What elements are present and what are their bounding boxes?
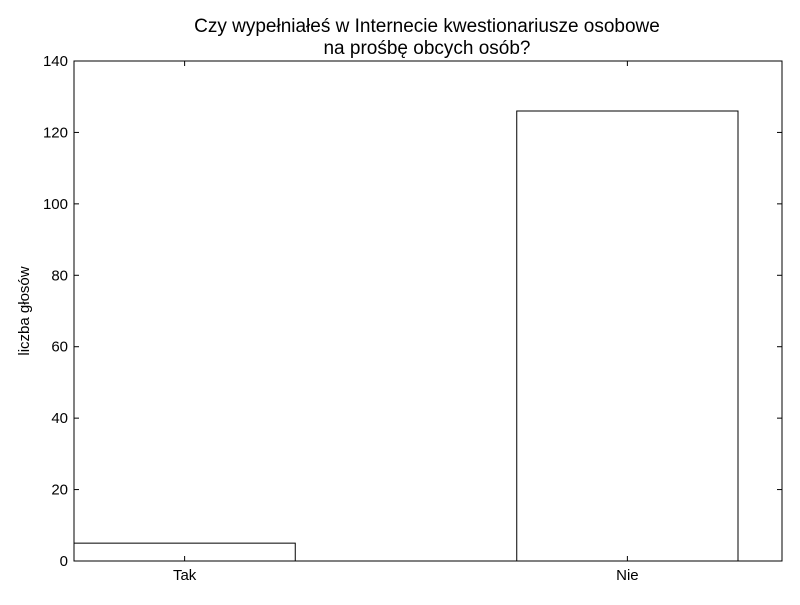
bar-1: [516, 110, 739, 562]
ticks-layer: Tak Nie 0 20 40 60 80 100 120 140: [43, 53, 782, 584]
bars-layer: [73, 110, 739, 562]
y-axis-label: liczba głosów: [16, 266, 33, 355]
y-tick-label: 140: [43, 53, 68, 70]
plot-frame: [73, 60, 783, 562]
y-tick-label: 120: [43, 124, 68, 141]
y-tick-label: 0: [60, 553, 68, 570]
y-tick-label: 40: [51, 410, 68, 427]
y-tick-label: 100: [43, 196, 68, 213]
x-tick-label: Tak: [173, 567, 197, 584]
y-tick-label: 20: [51, 482, 68, 499]
chart-title-line-1: Czy wypełniałeś w Internecie kwestionari…: [194, 16, 660, 37]
chart-title-line-2: na prośbę obcych osób?: [323, 38, 530, 59]
y-tick-label: 80: [51, 267, 68, 284]
x-tick-label: Nie: [616, 567, 639, 584]
y-tick-label: 60: [51, 339, 68, 356]
